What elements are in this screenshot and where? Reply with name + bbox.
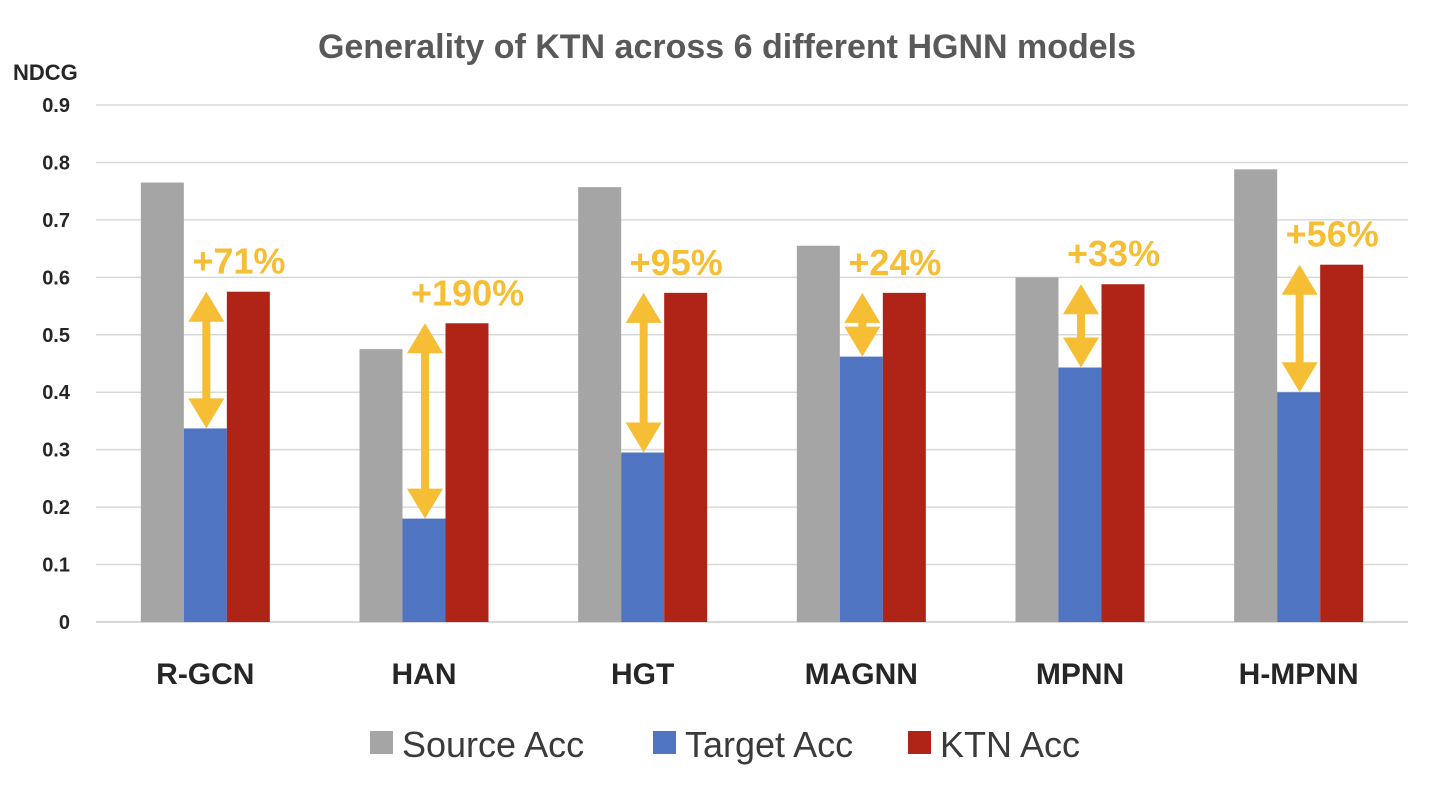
legend: Source Acc Target Acc KTN Acc [370, 724, 1080, 765]
improvement-label: +33% [1067, 233, 1160, 274]
improvement-arrow [1063, 284, 1099, 368]
x-category-label: MPNN [1036, 658, 1124, 691]
arrow-head-down [1281, 362, 1318, 393]
legend-swatch [370, 731, 393, 754]
arrow-head-down [844, 326, 881, 357]
improvement-label: +56% [1286, 214, 1379, 255]
bars [140, 169, 1364, 623]
arrow-head-down [407, 488, 443, 519]
bar-source-acc-r-gcn [140, 182, 184, 623]
arrow-head-down [188, 398, 225, 429]
legend-label: KTN Acc [940, 724, 1080, 765]
bar-ktn-acc-r-gcn [226, 291, 270, 622]
bar-target-acc-hgt [621, 452, 665, 622]
arrow-head-up [1063, 284, 1099, 315]
improvement-label: +71% [192, 241, 285, 282]
arrow-head-down [1063, 337, 1099, 368]
x-category-labels: R-GCN HAN HGT MAGNN MPNN H-MPNN [156, 658, 1358, 691]
legend-item: Source Acc [370, 724, 584, 765]
improvement-arrow [625, 292, 662, 453]
improvement-label: +190% [411, 272, 524, 313]
y-tick-label: 0.3 [42, 440, 70, 462]
improvement-arrows: +71% +190% +95% +24% +33% +56% [188, 214, 1379, 519]
y-tick-label: 0 [59, 612, 70, 634]
bar-ktn-acc-mpnn [1101, 284, 1145, 622]
improvement-arrow [188, 291, 225, 429]
bar-target-acc-mpnn [1058, 367, 1102, 622]
y-tick-label: 0.8 [42, 152, 70, 174]
x-category-label: HAN [392, 658, 457, 691]
bar-source-acc-han [359, 349, 403, 622]
x-category-label: MAGNN [805, 658, 918, 691]
arrow-head-up [625, 292, 662, 323]
legend-label: Target Acc [685, 724, 853, 765]
x-category-label: R-GCN [156, 658, 254, 691]
y-tick-label: 0.7 [42, 210, 70, 232]
arrow-head-up [844, 292, 881, 323]
bar-ktn-acc-magnn [882, 292, 926, 622]
y-axis-label: NDCG [13, 60, 78, 85]
bar-target-acc-h-mpnn [1277, 392, 1321, 622]
x-category-label: HGT [611, 658, 674, 691]
arrow-head-down [625, 422, 662, 453]
y-tick-label: 0.5 [42, 325, 70, 347]
gridlines [96, 104, 1408, 623]
improvement-label: +24% [848, 242, 941, 283]
arrow-head-up [1281, 264, 1318, 295]
y-tick-label: 0.1 [42, 555, 70, 577]
y-tick-label: 0.2 [42, 497, 70, 519]
legend-swatch [653, 731, 676, 754]
y-tick-labels: 0 0.1 0.2 0.3 0.4 0.5 0.6 0.7 0.8 0.9 [42, 95, 71, 634]
improvement-arrow [407, 323, 443, 519]
legend-swatch [908, 731, 931, 754]
bar-target-acc-r-gcn [183, 428, 227, 622]
bar-source-acc-h-mpnn [1234, 169, 1278, 623]
bar-ktn-acc-han [445, 323, 489, 622]
bar-target-acc-han [402, 518, 446, 622]
x-category-label: H-MPNN [1239, 658, 1359, 691]
y-tick-label: 0.6 [42, 267, 70, 289]
arrow-head-up [188, 291, 225, 322]
legend-item: KTN Acc [908, 724, 1080, 765]
bar-target-acc-magnn [839, 356, 883, 622]
bar-ktn-acc-h-mpnn [1320, 264, 1364, 622]
bar-source-acc-magnn [796, 245, 840, 622]
bar-ktn-acc-hgt [664, 292, 708, 622]
bar-source-acc-mpnn [1015, 277, 1059, 622]
y-tick-label: 0.9 [42, 95, 70, 117]
y-tick-label: 0.4 [42, 382, 71, 404]
improvement-arrow [844, 292, 881, 357]
chart-title: Generality of KTN across 6 different HGN… [318, 28, 1136, 66]
bar-source-acc-hgt [578, 187, 622, 622]
legend-item: Target Acc [653, 724, 853, 765]
legend-label: Source Acc [402, 724, 584, 765]
improvement-arrow [1281, 264, 1318, 393]
arrow-head-up [407, 323, 443, 354]
improvement-label: +95% [630, 242, 723, 283]
